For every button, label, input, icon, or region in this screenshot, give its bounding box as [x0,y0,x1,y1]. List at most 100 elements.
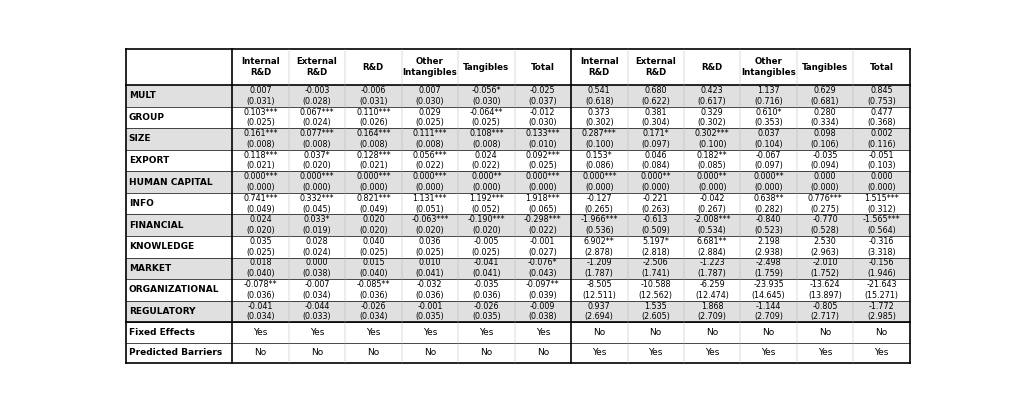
Text: (0.000): (0.000) [867,183,896,192]
Text: 0.046: 0.046 [644,151,667,160]
Text: (0.034): (0.034) [359,313,387,322]
Text: (0.716): (0.716) [754,97,784,106]
Text: (0.038): (0.038) [529,313,557,322]
Text: 0.423: 0.423 [701,86,724,95]
Text: -1.966***: -1.966*** [580,215,618,224]
Text: (0.020): (0.020) [246,226,275,235]
Text: -0.085**: -0.085** [357,280,390,289]
Bar [126,193,910,215]
Bar [126,106,910,128]
Text: -23.935: -23.935 [753,280,785,289]
Text: 0.035: 0.035 [249,237,272,246]
Text: 0.000***: 0.000*** [412,172,447,181]
Text: 0.133***: 0.133*** [526,129,560,138]
Text: (0.263): (0.263) [641,204,670,213]
Text: (0.094): (0.094) [811,162,839,171]
Text: (0.035): (0.035) [472,313,500,322]
Bar [126,85,910,106]
Text: Yes: Yes [875,348,889,357]
Text: No: No [424,348,436,357]
Text: 0.111***: 0.111*** [412,129,447,138]
Bar [126,128,910,150]
Text: (2.709): (2.709) [698,313,727,322]
Text: (0.024): (0.024) [302,248,332,257]
Text: (0.528): (0.528) [811,226,839,235]
Text: (0.282): (0.282) [754,204,784,213]
Text: (0.037): (0.037) [529,97,557,106]
Text: 1.515***: 1.515*** [864,194,899,203]
Text: (0.100): (0.100) [698,140,727,149]
Text: -0.012: -0.012 [530,108,555,117]
Text: 0.024: 0.024 [249,215,272,224]
Text: HUMAN CAPITAL: HUMAN CAPITAL [128,177,212,186]
Text: (2.938): (2.938) [754,248,784,257]
Text: 0.103***: 0.103*** [243,108,278,117]
Text: (0.302): (0.302) [698,118,727,127]
Text: -0.298***: -0.298*** [524,215,561,224]
Text: 0.629: 0.629 [814,86,836,95]
Text: (0.036): (0.036) [359,291,387,300]
Text: Internal
R&D: Internal R&D [580,58,619,77]
Text: (0.025): (0.025) [359,248,388,257]
Text: No: No [480,348,492,357]
Text: 0.000: 0.000 [305,259,329,268]
Text: Other
Intangibles: Other Intangibles [741,58,796,77]
Text: 0.037*: 0.037* [303,151,331,160]
Text: 0.280: 0.280 [814,108,836,117]
Text: (0.039): (0.039) [529,291,557,300]
Text: (0.040): (0.040) [359,269,387,278]
Text: (0.041): (0.041) [472,269,500,278]
Text: 0.098: 0.098 [814,129,836,138]
Text: (2.694): (2.694) [584,313,614,322]
Text: 0.020: 0.020 [362,215,384,224]
Text: (1.787): (1.787) [584,269,614,278]
Text: (0.022): (0.022) [416,162,444,171]
Text: External
R&D: External R&D [635,58,676,77]
Text: -6.259: -6.259 [700,280,725,289]
Text: (2.884): (2.884) [698,248,727,257]
Text: (0.036): (0.036) [416,291,444,300]
Text: -0.042: -0.042 [700,194,725,203]
Text: 0.000**: 0.000** [641,172,671,181]
Text: Tangibles: Tangibles [463,62,510,71]
Text: Yes: Yes [818,348,832,357]
Text: (3.318): (3.318) [867,248,896,257]
Text: -0.190***: -0.190*** [467,215,506,224]
Text: (0.000): (0.000) [302,183,332,192]
Text: 0.028: 0.028 [305,237,329,246]
Text: R&D: R&D [702,62,723,71]
Text: INFO: INFO [128,199,154,208]
Text: 0.033*: 0.033* [303,215,331,224]
Text: (0.617): (0.617) [698,97,727,106]
Text: Yes: Yes [423,328,437,337]
Text: -0.007: -0.007 [304,280,330,289]
Text: (2.818): (2.818) [641,248,670,257]
Text: (0.031): (0.031) [246,97,275,106]
Text: -0.051: -0.051 [868,151,895,160]
Text: -2.008***: -2.008*** [694,215,731,224]
Text: 0.110***: 0.110*** [356,108,390,117]
Text: 0.002: 0.002 [870,129,893,138]
Text: (2.717): (2.717) [811,313,840,322]
Text: (12.511): (12.511) [582,291,616,300]
Text: (0.034): (0.034) [246,313,275,322]
Text: -0.067: -0.067 [756,151,782,160]
Text: -8.505: -8.505 [586,280,612,289]
Bar [126,215,910,236]
Text: 1.918***: 1.918*** [526,194,560,203]
Text: (0.536): (0.536) [585,226,614,235]
Text: (0.020): (0.020) [472,226,500,235]
Bar [126,49,910,85]
Text: (1.946): (1.946) [867,269,896,278]
Text: (0.019): (0.019) [302,226,332,235]
Text: Yes: Yes [536,328,550,337]
Text: FINANCIAL: FINANCIAL [128,221,183,230]
Bar [126,301,910,322]
Text: -0.613: -0.613 [643,215,668,224]
Text: 0.329: 0.329 [701,108,724,117]
Text: -0.026: -0.026 [361,302,386,310]
Text: (0.753): (0.753) [867,97,896,106]
Text: (0.025): (0.025) [246,248,275,257]
Text: (2.605): (2.605) [641,313,670,322]
Text: (0.106): (0.106) [811,140,839,149]
